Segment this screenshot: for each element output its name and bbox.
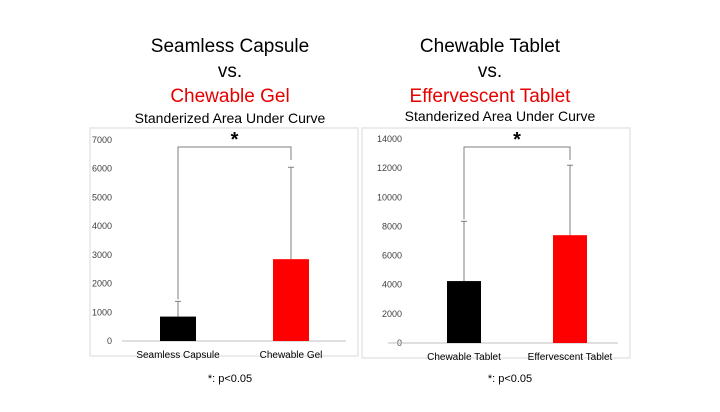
category-label: Chewable Tablet bbox=[427, 352, 501, 363]
y-tick-label: 7000 bbox=[92, 135, 112, 145]
significance-marker: * bbox=[513, 129, 521, 151]
plot-frame bbox=[361, 127, 631, 359]
right-heading-line3: Effervescent Tablet bbox=[409, 86, 571, 107]
bar bbox=[160, 316, 196, 341]
y-tick-label: 2000 bbox=[382, 309, 402, 319]
y-tick-label: 4000 bbox=[92, 221, 112, 231]
y-tick-label: 0 bbox=[107, 336, 112, 346]
right-heading-vs: vs. bbox=[477, 61, 503, 82]
right-chart-title: Standerized Area Under Curve bbox=[404, 108, 596, 124]
category-label: Effervescent Tablet bbox=[528, 352, 613, 363]
right-bar-chart: 02000400060008000100001200014000Chewable… bbox=[361, 127, 631, 363]
right-heading-line1: Chewable Tablet bbox=[419, 36, 561, 57]
category-label: Chewable Gel bbox=[260, 350, 323, 361]
left-footnote: *: p<0.05 bbox=[207, 373, 253, 385]
y-tick-label: 8000 bbox=[382, 221, 402, 231]
left-heading-vs: vs. bbox=[217, 61, 243, 82]
right-heading: Chewable Tablet vs. Effervescent Tablet bbox=[370, 34, 610, 109]
left-bar-chart: 0 1000 2000 3000 4000 5000 6000 7000 Seamless Ca… bbox=[89, 127, 359, 361]
significance-bracket bbox=[177, 146, 292, 300]
plot-frame bbox=[89, 127, 359, 357]
significance-marker: * bbox=[231, 129, 239, 151]
left-heading-line1: Seamless Capsule bbox=[150, 36, 310, 57]
category-label: Seamless Capsule bbox=[136, 350, 220, 361]
right-footnote: *: p<0.05 bbox=[487, 373, 533, 385]
y-tick-label: 5000 bbox=[92, 192, 112, 202]
y-tick-label: 3000 bbox=[92, 250, 112, 260]
left-chart-title: Standerized Area Under Curve bbox=[134, 110, 326, 126]
bar bbox=[447, 281, 481, 343]
bar bbox=[273, 259, 309, 341]
y-tick-label: 1000 bbox=[92, 307, 112, 317]
left-heading-line3: Chewable Gel bbox=[170, 86, 290, 107]
y-tick-label: 14000 bbox=[377, 134, 402, 144]
bar bbox=[553, 235, 587, 343]
y-tick-label: 12000 bbox=[377, 163, 402, 173]
y-tick-label: 6000 bbox=[92, 164, 112, 174]
y-tick-label: 10000 bbox=[377, 192, 402, 202]
y-tick-label: 2000 bbox=[92, 279, 112, 289]
left-heading: Seamless Capsule vs. Chewable Gel bbox=[110, 34, 350, 109]
y-tick-label: 6000 bbox=[382, 251, 402, 261]
significance-bracket bbox=[463, 146, 571, 220]
y-tick-label: 4000 bbox=[382, 280, 402, 290]
